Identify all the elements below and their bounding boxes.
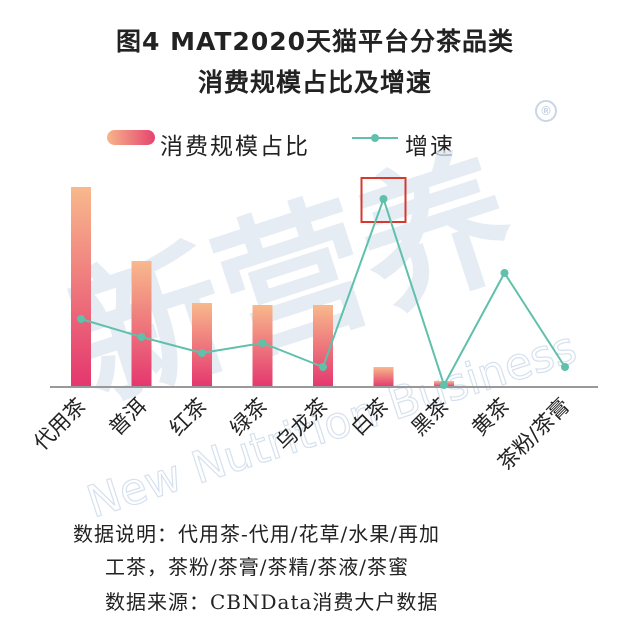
growth-point-1 — [137, 333, 146, 341]
bar-5 — [373, 367, 394, 387]
growth-point-8 — [561, 363, 569, 371]
bar-4 — [313, 305, 333, 387]
bar-2 — [192, 303, 212, 387]
growth-point-7 — [500, 269, 509, 277]
growth-point-2 — [198, 349, 206, 357]
note-line1: 数据说明：代用茶-代用/花草/水果/再加 — [73, 522, 440, 546]
chart-title-line2: 消费规模占比及增速 — [197, 68, 432, 97]
legend-bar-swatch — [107, 130, 155, 145]
growth-point-5 — [379, 195, 388, 203]
registered-mark: ® — [535, 100, 557, 122]
note-line2: 工茶，茶粉/茶膏/茶精/茶液/茶蜜 — [105, 555, 409, 579]
growth-point-6 — [440, 381, 448, 389]
bar-1 — [131, 261, 152, 387]
bar-0 — [71, 187, 91, 387]
growth-point-4 — [319, 363, 327, 371]
x-tick-label-0: 代用茶 — [29, 394, 91, 456]
legend-line-label: 增速 — [405, 134, 455, 160]
legend-line-dot — [371, 134, 379, 142]
growth-point-3 — [258, 339, 267, 347]
source-note: 数据来源：CBNData消费大户数据 — [105, 590, 439, 614]
legend-bar-label: 消费规模占比 — [160, 134, 310, 160]
growth-point-0 — [77, 315, 85, 323]
chart-title-line1: 图4 MAT2020天猫平台分茶品类 — [115, 27, 515, 56]
highlight-box-baicha — [360, 177, 407, 223]
